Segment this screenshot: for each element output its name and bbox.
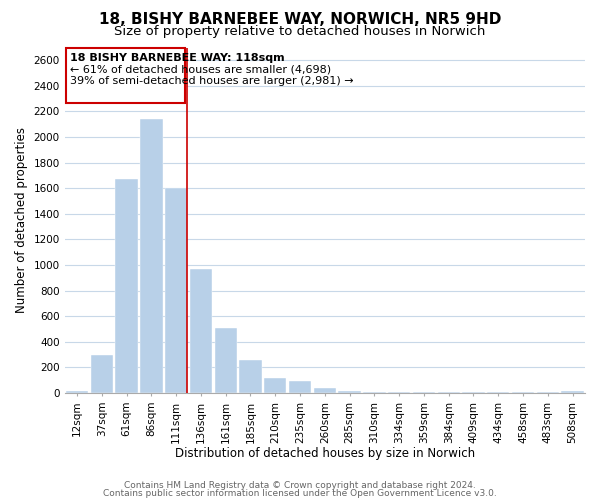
- Bar: [115, 180, 138, 393]
- Bar: [91, 356, 113, 393]
- Bar: [512, 392, 534, 393]
- Bar: [363, 392, 386, 393]
- Bar: [215, 328, 237, 393]
- Bar: [314, 388, 336, 393]
- Bar: [66, 390, 88, 393]
- Bar: [264, 378, 286, 393]
- Bar: [190, 269, 212, 393]
- X-axis label: Distribution of detached houses by size in Norwich: Distribution of detached houses by size …: [175, 447, 475, 460]
- Bar: [289, 381, 311, 393]
- Bar: [487, 392, 509, 393]
- Bar: [437, 392, 460, 393]
- Text: ← 61% of detached houses are smaller (4,698): ← 61% of detached houses are smaller (4,…: [70, 64, 331, 74]
- FancyBboxPatch shape: [66, 48, 185, 102]
- Bar: [536, 392, 559, 393]
- Text: 18, BISHY BARNEBEE WAY, NORWICH, NR5 9HD: 18, BISHY BARNEBEE WAY, NORWICH, NR5 9HD: [99, 12, 501, 28]
- Bar: [165, 188, 187, 393]
- Text: 39% of semi-detached houses are larger (2,981) →: 39% of semi-detached houses are larger (…: [70, 76, 353, 86]
- Text: Contains HM Land Registry data © Crown copyright and database right 2024.: Contains HM Land Registry data © Crown c…: [124, 481, 476, 490]
- Text: 18 BISHY BARNEBEE WAY: 118sqm: 18 BISHY BARNEBEE WAY: 118sqm: [70, 52, 284, 62]
- Bar: [388, 392, 410, 393]
- Bar: [239, 360, 262, 393]
- Bar: [338, 391, 361, 393]
- Bar: [413, 392, 435, 393]
- Y-axis label: Number of detached properties: Number of detached properties: [15, 128, 28, 314]
- Text: Size of property relative to detached houses in Norwich: Size of property relative to detached ho…: [115, 25, 485, 38]
- Bar: [463, 392, 485, 393]
- Bar: [140, 119, 163, 393]
- Bar: [562, 390, 584, 393]
- Text: Contains public sector information licensed under the Open Government Licence v3: Contains public sector information licen…: [103, 488, 497, 498]
